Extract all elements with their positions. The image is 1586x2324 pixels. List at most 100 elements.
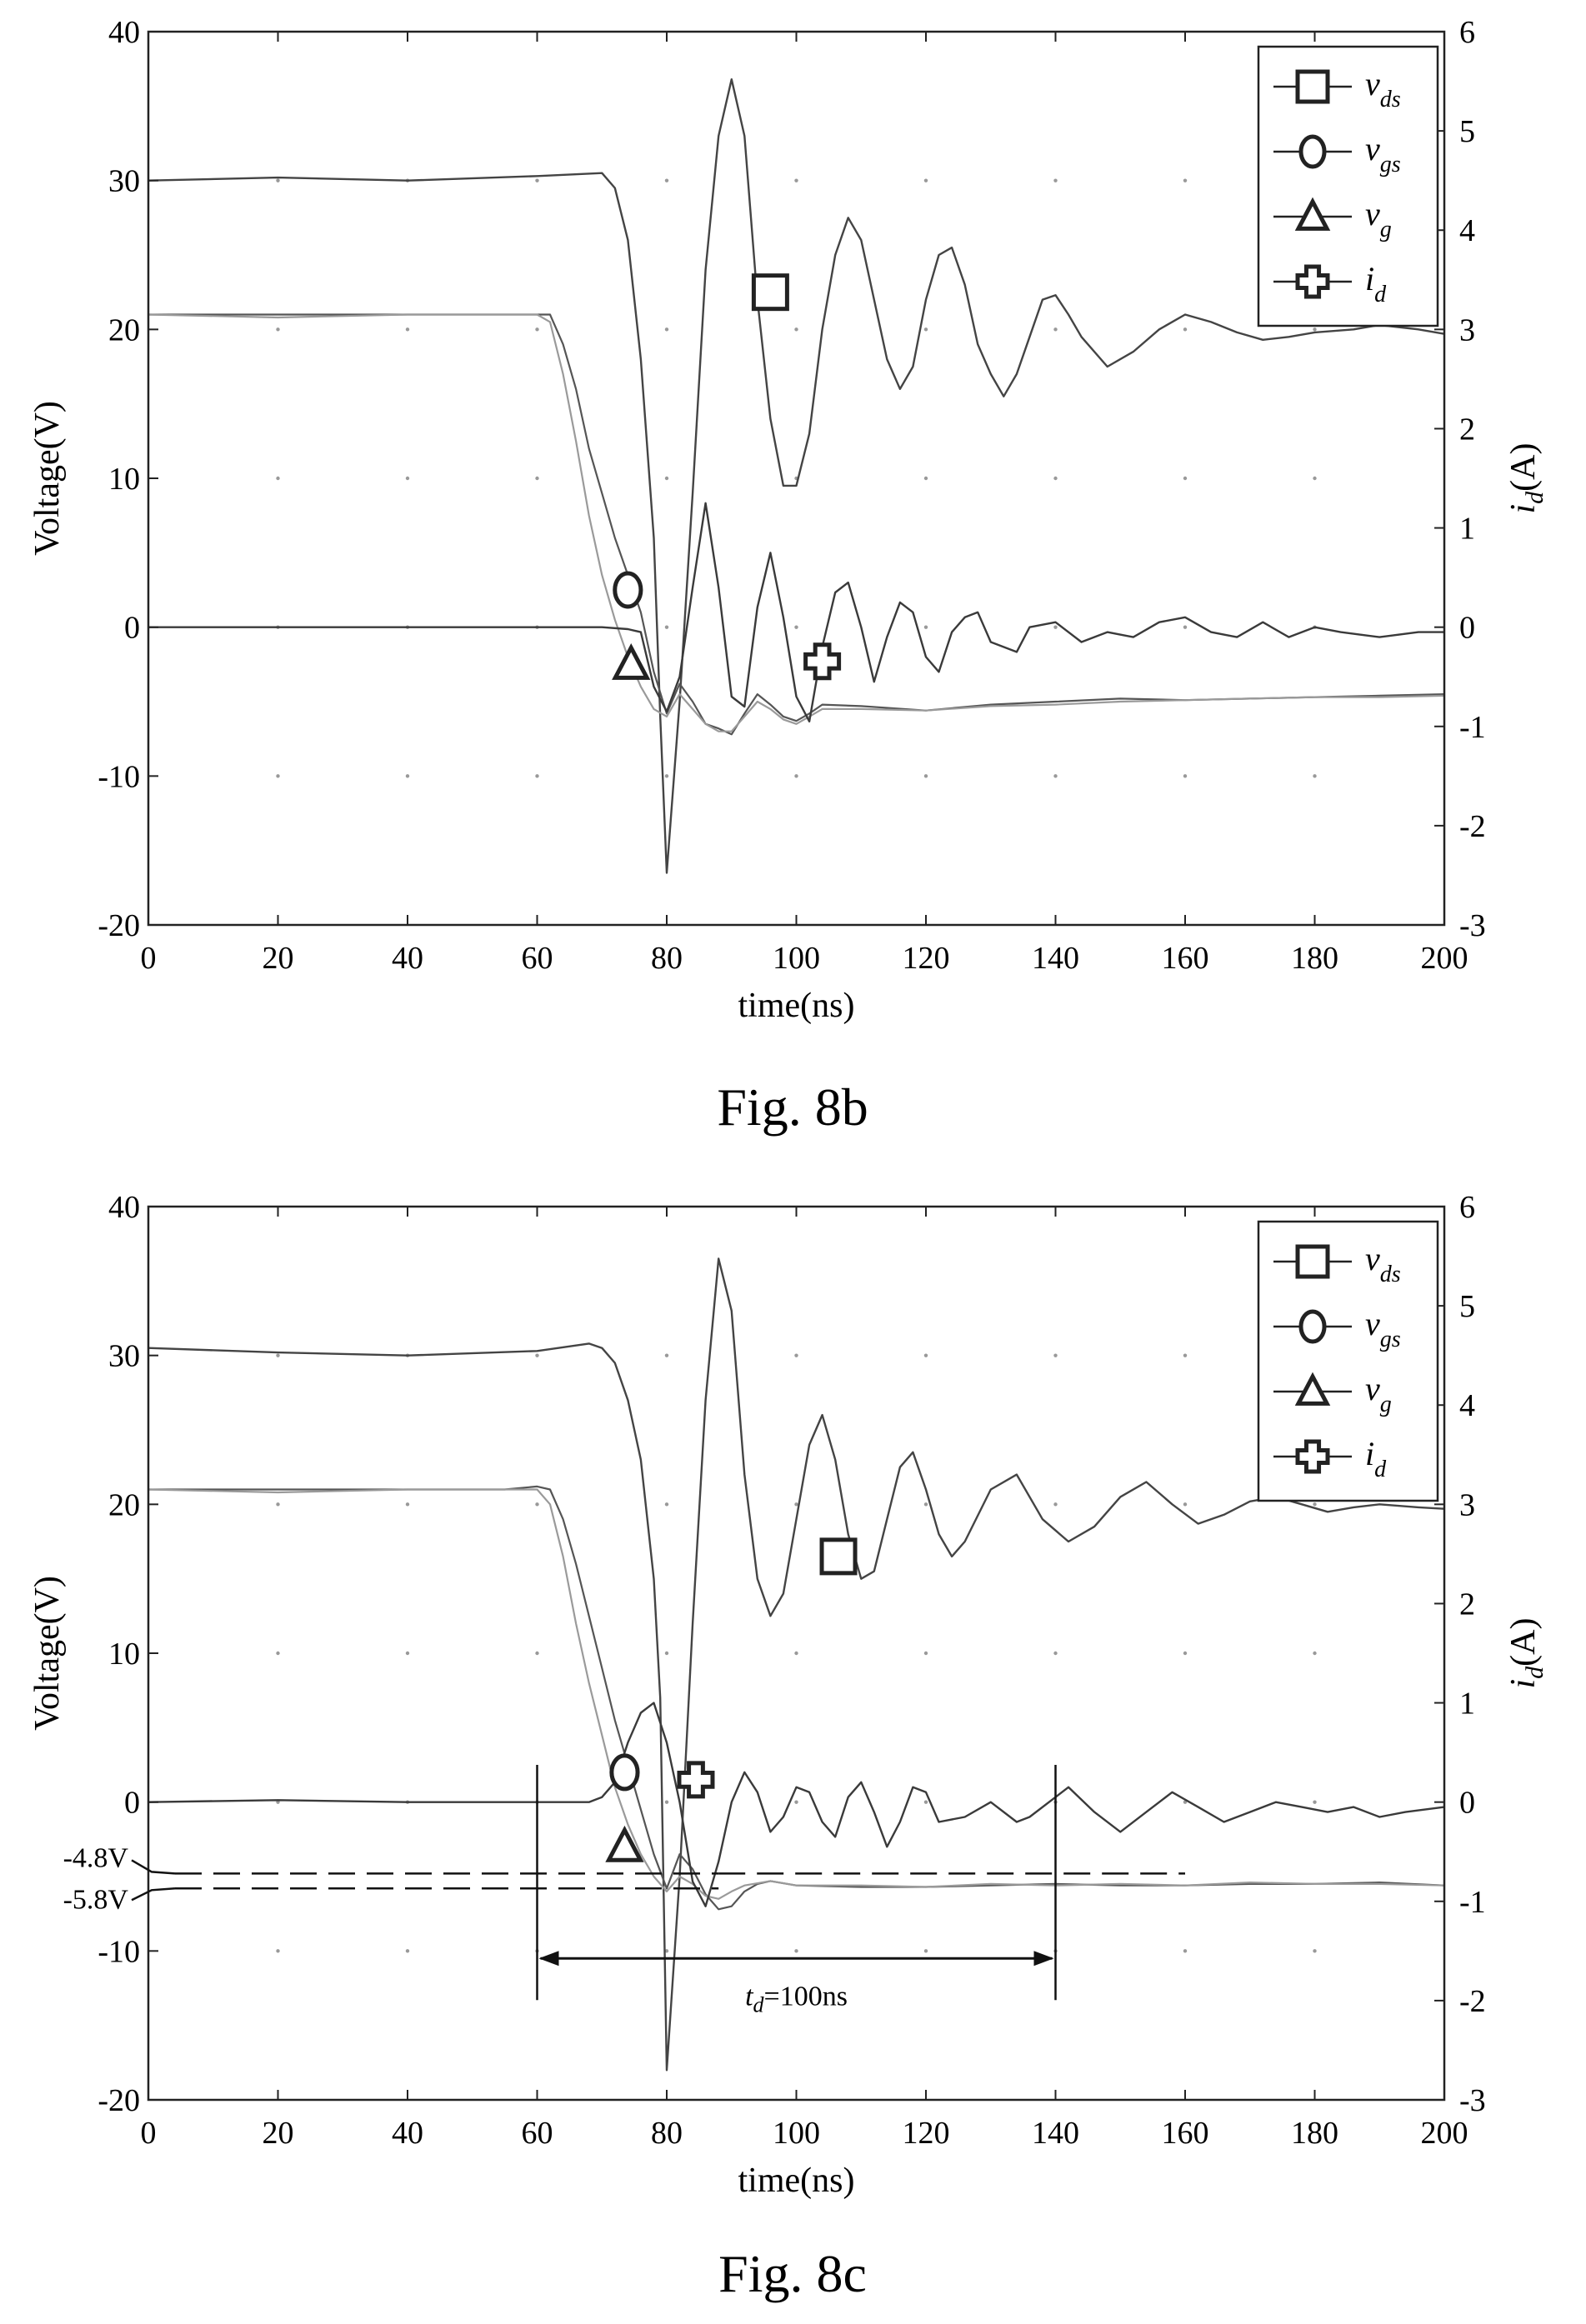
y-tick-label-right: 0 [1459, 611, 1475, 646]
grid-dot [794, 774, 798, 778]
series-marker-cross-icon [803, 642, 842, 681]
grid-dot [535, 1502, 539, 1507]
grid-dot [923, 476, 928, 481]
chart-panel-8c: 0 20 40 60 80 100 120 140 160 180 200 -20-10010203… [28, 1190, 1548, 2303]
y-tick-label-right: 6 [1459, 1190, 1475, 1225]
y-right-label-main: i [1504, 504, 1543, 514]
grid-dot [1183, 774, 1188, 778]
y-tick-label-right: 0 [1459, 1786, 1475, 1821]
legend-label-main: i [1365, 1435, 1374, 1472]
grid-dots [276, 178, 1317, 778]
x-axis-label: time(ns) [738, 2162, 855, 2200]
grid-dot [1053, 1651, 1058, 1656]
y-tick-labels-left: -20 -10 0 10 20 30 40 [98, 1190, 158, 2118]
grid-dot [1183, 1651, 1188, 1656]
grid-dot [664, 178, 669, 182]
grid-dot [405, 327, 410, 332]
legend-label-sub: g [1380, 217, 1392, 242]
grid-dot [276, 476, 280, 481]
series-marker-circle-icon [609, 1753, 640, 1792]
legend-cross-icon [1295, 1439, 1330, 1474]
x-tick-label: 200 [1421, 2116, 1468, 2151]
y-tick-label-right: 3 [1459, 1487, 1475, 1522]
legend-label-main: v [1365, 65, 1380, 102]
grid-dot [535, 1353, 539, 1357]
grid-dot [1313, 476, 1317, 481]
legend-label-main: v [1365, 130, 1380, 167]
series-marker-square-icon [819, 1537, 858, 1576]
y-tick-label-left: -20 [98, 908, 140, 943]
x-tick-label: 140 [1032, 2116, 1079, 2151]
level-label-5-8v: -5.8V [63, 1884, 129, 1915]
grid-dot [664, 476, 669, 481]
grid-dot [794, 178, 798, 182]
grid-dot [923, 1800, 928, 1804]
y-tick-label-right: -2 [1459, 809, 1486, 844]
grid-dot [1053, 774, 1058, 778]
y-tick-label-right: 2 [1459, 412, 1475, 447]
td-label-value: =100ns [764, 1981, 848, 2012]
x-tick-label: 180 [1291, 941, 1338, 976]
x-tick-label: 60 [522, 941, 553, 976]
legend-label: vgs [1365, 130, 1401, 177]
grid-dot [1313, 1502, 1317, 1507]
grid-dot [794, 1949, 798, 1953]
y-tick-label-right: 2 [1459, 1587, 1475, 1622]
grid-dot [664, 1502, 669, 1507]
legend-label: id [1365, 260, 1387, 307]
y-tick-label-left: 20 [108, 312, 140, 347]
grid-dot [535, 774, 539, 778]
legend-circle-icon [1298, 134, 1327, 169]
td-arrowhead-left [538, 1951, 559, 1967]
legend-triangle-icon [1294, 1372, 1331, 1406]
grid-dot [1053, 1502, 1058, 1507]
grid-dot [535, 327, 539, 332]
legend-label: vg [1365, 1370, 1392, 1417]
x-tick-label: 140 [1032, 941, 1079, 976]
grid-dot [276, 1949, 280, 1953]
y-tick-label-right: 1 [1459, 512, 1475, 547]
series-line-v-g [148, 1488, 1445, 1900]
y-tick-labels-right: -3 -2 -1 0 1 2 3 4 5 6 [1434, 15, 1486, 943]
x-tick-labels: 0 20 40 60 80 100 120 140 160 180 200 [141, 32, 1468, 976]
y-tick-label-right: 4 [1459, 1388, 1475, 1423]
x-tick-label: 40 [392, 941, 423, 976]
grid-dot [1313, 1949, 1317, 1953]
grid-dot [664, 774, 669, 778]
legend-label-main: v [1365, 1305, 1380, 1342]
x-tick-label: 20 [263, 2116, 294, 2151]
series-markers [605, 1537, 858, 1862]
series-line-v-g [148, 313, 1445, 732]
legend-label: vg [1365, 195, 1392, 242]
x-tick-label: 80 [651, 2116, 683, 2151]
series-markers [612, 273, 842, 681]
grid-dot [1053, 1353, 1058, 1357]
legend-label: vds [1365, 65, 1401, 112]
grid-dot [276, 327, 280, 332]
series-line-v-ds [148, 1257, 1445, 2072]
x-tick-label: 180 [1291, 2116, 1338, 2151]
series-marker-cross-icon [677, 1761, 715, 1799]
y-tick-label-right: -1 [1459, 1885, 1486, 1920]
y-tick-label-left: -10 [98, 1934, 140, 1969]
x-tick-label: 160 [1162, 2116, 1209, 2151]
series-line-v-gs [148, 1485, 1445, 1911]
legend-label-sub: d [1374, 1457, 1387, 1482]
x-tick-label: 40 [392, 2116, 423, 2151]
series-line-i-d [148, 502, 1444, 722]
legend-label-sub: gs [1380, 1327, 1401, 1352]
series-line-v-ds [148, 78, 1445, 874]
y-tick-label-right: 1 [1459, 1687, 1475, 1722]
legend-triangle-icon [1294, 197, 1331, 231]
grid-dot [1053, 476, 1058, 481]
y-tick-label-right: 5 [1459, 1289, 1475, 1324]
grid-dot [1313, 1800, 1317, 1804]
y-tick-label-left: 30 [108, 1339, 140, 1374]
y-right-label-sub: d [1521, 491, 1548, 504]
grid-dot [276, 774, 280, 778]
grid-dot [923, 178, 928, 182]
grid-dot [535, 476, 539, 481]
grid-dot [1183, 1502, 1188, 1507]
y-tick-label-left: 10 [108, 462, 140, 497]
